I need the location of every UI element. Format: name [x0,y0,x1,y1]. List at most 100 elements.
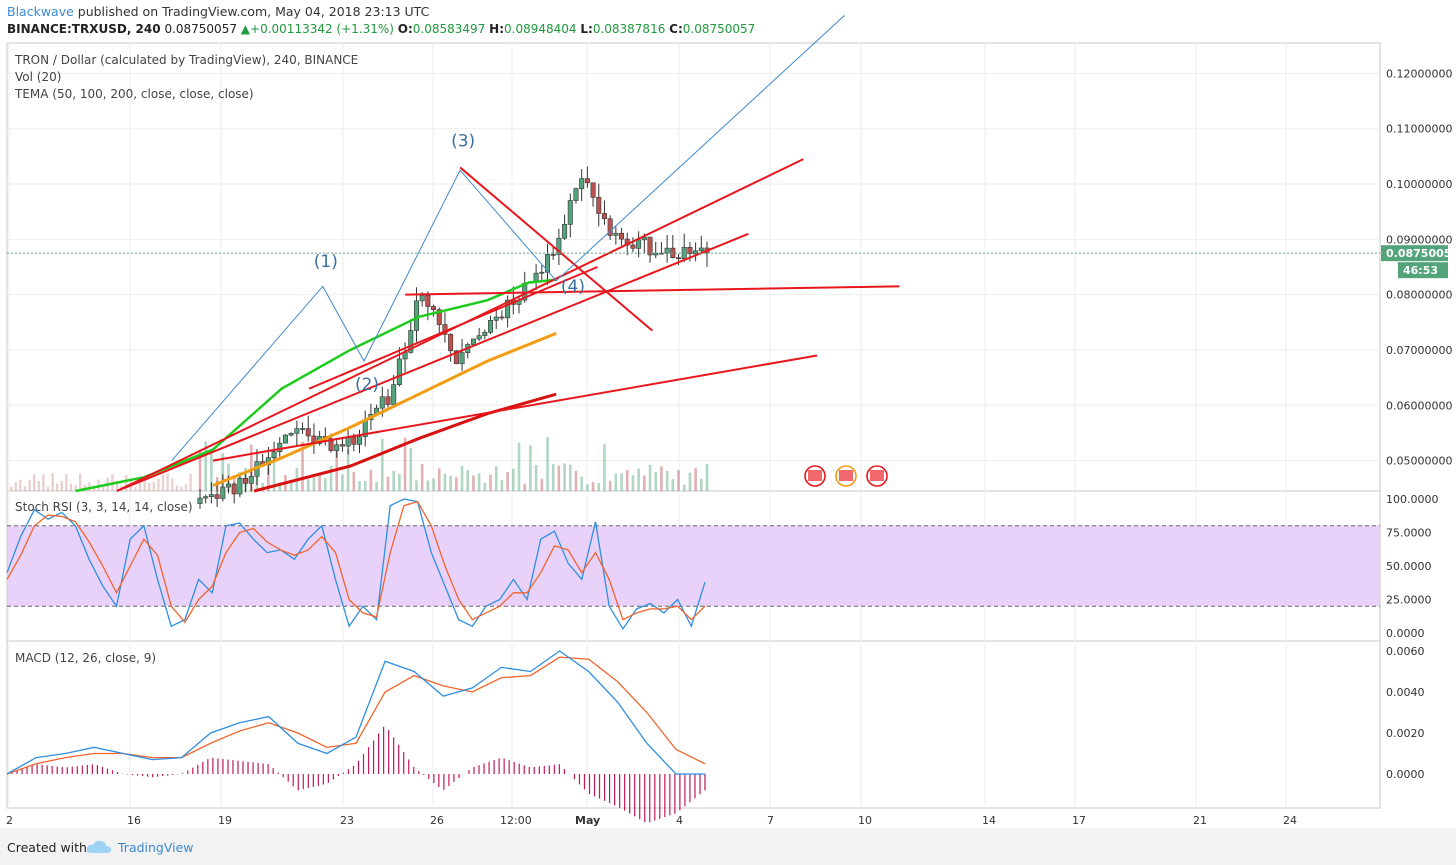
open-value: 0.08583497 [412,22,486,36]
candle-body [544,254,550,273]
volume-bar [166,473,169,491]
candle-body [385,396,391,405]
candle-body [271,451,277,458]
stoch-tick-label: 100.0000 [1386,493,1439,506]
volume-bar [443,473,447,491]
volume-bar [500,479,504,491]
volume-bar [682,484,686,491]
stoch-legend[interactable]: Stoch RSI (3, 3, 14, 14, close) [15,500,193,514]
volume-bar [352,472,356,491]
volume-bar [102,484,105,491]
volume-bar [10,486,13,491]
price-tick-label: 0.12000000 [1386,67,1452,80]
candle-body [413,300,419,331]
candle-body [351,436,357,445]
time-tick-label: 16 [127,814,141,827]
candle-body [339,444,345,447]
volume-bar [289,482,293,491]
candle-body [488,319,494,333]
trendline [459,166,653,332]
tradingview-cloud-icon [86,840,111,853]
candle-body [607,218,613,236]
volume-bar [33,474,36,491]
volume-bar [557,465,561,491]
price-tick-label: 0.06000000 [1386,399,1452,412]
volume-bar [472,475,475,491]
volume-bar [60,480,63,491]
candle-body [288,432,294,436]
tema-100-line [212,331,557,487]
candle-body [619,232,625,240]
time-tick-label: 7 [767,814,774,827]
candle-body [208,494,214,497]
candle-body [237,477,243,495]
candle-body [476,335,482,340]
stoch-d-line [6,500,706,624]
volume-bar [171,478,174,491]
countdown-badge [1398,262,1448,279]
volume-bar [620,473,623,491]
candle-body [550,254,556,256]
volume-bar [37,481,40,491]
volume-bar [56,483,59,491]
author-link[interactable]: Blackwave [7,4,74,19]
countdown-label: 46:53 [1403,264,1438,277]
us-flag-event-icon [808,470,822,481]
macd-legend[interactable]: MACD (12, 26, close, 9) [15,651,157,665]
volume-bar [180,486,183,491]
volume-bar [460,465,464,491]
volume-bar [420,464,424,491]
tradingview-brand-link[interactable]: TradingView [118,840,194,855]
volume-bar [14,482,17,491]
vol-legend[interactable]: Vol (20) [15,70,62,84]
trendline [308,266,598,390]
candle-body [248,476,254,484]
volume-bar [540,478,544,491]
volume-bar [603,444,606,491]
time-tick-label: 21 [1193,814,1207,827]
price-tick-label: 0.08000000 [1386,289,1452,302]
candle-body [214,494,220,499]
volume-bar [506,472,509,491]
trendline [405,285,900,296]
volume-bar [574,470,578,491]
stoch-band [7,525,1380,607]
volume-bar [152,481,155,491]
close-label: C: [669,22,683,36]
candle-body [453,350,459,365]
candle-body [300,428,306,430]
wave-label: (3) [451,131,475,151]
current-price: 0.08750057 [164,22,237,36]
main-legend-title[interactable]: TRON / Dollar (calculated by TradingView… [15,53,359,67]
volume-bar [386,476,390,491]
candle-body [579,178,585,189]
high-label: H: [489,22,504,36]
candle-body [693,250,699,255]
candle-body [470,338,476,345]
candle-body [448,334,454,352]
price-tick-label: 0.07000000 [1386,344,1452,357]
volume-bar [568,464,572,491]
macd-tick-label: 0.0020 [1386,727,1425,740]
tema-legend[interactable]: TEMA (50, 100, 200, close, close, close) [15,87,254,101]
candle-body [499,316,505,319]
candle-body [556,237,562,255]
volume-bar [175,485,178,491]
time-tick-label: 10 [858,814,872,827]
volume-bar [637,468,640,491]
volume-bar [312,477,316,491]
time-tick-label: 12:00 [500,814,532,827]
volume-bar [437,468,441,491]
volume-bar [267,466,270,491]
candle-body [596,197,602,214]
volume-bar [346,449,350,491]
time-tick-label: 14 [982,814,996,827]
volume-bar [409,447,413,491]
up-arrow-icon: ▲ [240,22,251,36]
volume-bar [517,442,521,491]
volume-bar [198,449,202,491]
volume-bar [184,484,188,491]
candle-body [419,294,425,302]
volume-bar [512,468,515,491]
